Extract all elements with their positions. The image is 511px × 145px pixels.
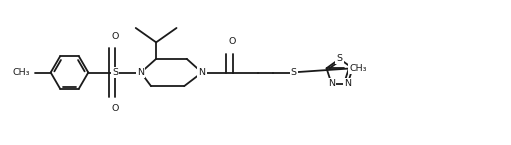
Text: O: O <box>112 32 119 41</box>
Text: CH₃: CH₃ <box>13 68 30 77</box>
Text: N: N <box>137 68 144 77</box>
Text: S: S <box>291 68 297 77</box>
Text: CH₃: CH₃ <box>350 64 367 73</box>
Text: O: O <box>112 104 119 113</box>
Text: O: O <box>229 37 236 46</box>
Text: N: N <box>198 68 205 77</box>
Text: S: S <box>337 54 342 63</box>
Text: S: S <box>112 68 119 77</box>
Text: N: N <box>344 79 351 88</box>
Text: N: N <box>328 79 335 88</box>
